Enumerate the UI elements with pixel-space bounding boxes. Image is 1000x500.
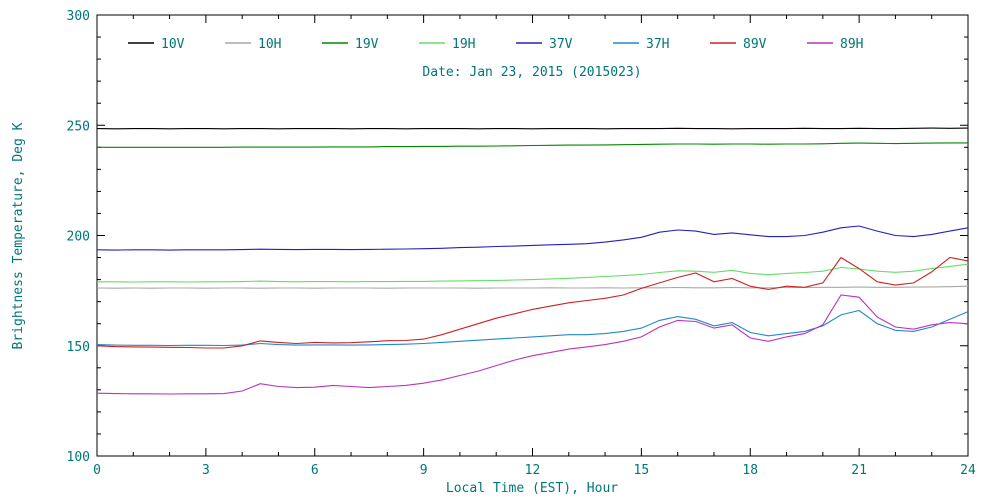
x-tick-label: 18 (742, 463, 758, 478)
series-line-37V (96, 225, 969, 251)
legend-label-19H: 19H (452, 37, 475, 52)
legend-label-19V: 19V (355, 37, 379, 52)
series-line-10H (96, 285, 969, 289)
x-axis-label: Local Time (EST), Hour (446, 481, 618, 496)
series-line-37H (96, 309, 969, 347)
series-line-10V (96, 127, 969, 130)
plot-frame (96, 14, 969, 457)
legend-label-89V: 89V (743, 37, 767, 52)
series-line-19V (97, 142, 968, 148)
x-tick-label: 24 (960, 463, 976, 478)
y-tick-label: 100 (67, 450, 90, 465)
x-tick-label: 21 (851, 463, 867, 478)
x-tick-label: 6 (311, 463, 319, 478)
legend-label-10H: 10H (258, 37, 281, 52)
legend-label-89H: 89H (840, 37, 863, 52)
series-line-89H (96, 294, 969, 395)
x-tick-label: 15 (634, 463, 650, 478)
y-tick-label: 200 (67, 230, 90, 245)
y-tick-label: 300 (67, 9, 90, 24)
x-tick-label: 12 (525, 463, 541, 478)
legend-label-37V: 37V (549, 37, 573, 52)
legend-label-10V: 10V (161, 37, 185, 52)
x-tick-label: 9 (420, 463, 428, 478)
legend-label-37H: 37H (646, 37, 669, 52)
series-line-19H (97, 263, 969, 283)
series-line-89V (96, 256, 969, 349)
x-tick-label: 0 (93, 463, 101, 478)
y-tick-label: 150 (67, 340, 90, 355)
y-axis-label: Brightness Temperature, Deg K (11, 122, 26, 349)
x-tick-label: 3 (202, 463, 210, 478)
chart-generated-layer: 0 3 6 9 12 15 18 21 24 100 150 200 250 300 10V 10H 19V 19… (67, 9, 976, 478)
chart-title: Date: Jan 23, 2015 (2015023) (422, 65, 641, 80)
y-tick-label: 250 (67, 119, 90, 134)
